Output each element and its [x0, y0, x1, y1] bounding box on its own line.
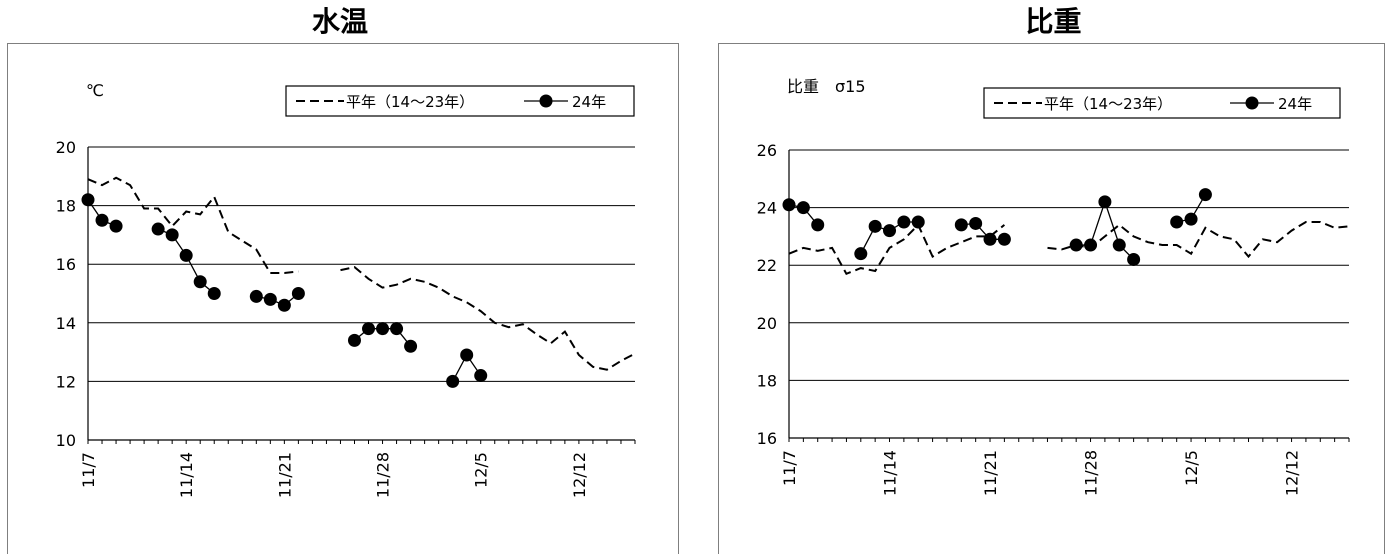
specific-gravity-chart: 16 18 20 22 24 26 11/7 11/14 11/21 11/28 12/5 12/12… [757, 77, 1350, 496]
x-tick-label: 12/5 [1182, 450, 1201, 486]
data-point [193, 275, 207, 289]
data-point [291, 287, 305, 300]
data-point [1069, 238, 1083, 252]
x-tick-label: 12/12 [1283, 450, 1302, 496]
data-point [446, 374, 460, 388]
x-tick-label: 12/5 [472, 452, 491, 488]
normal-year-line [788, 223, 1006, 276]
data-point [1112, 238, 1126, 252]
y-tick-label: 22 [757, 256, 777, 275]
data-point [1198, 188, 1212, 202]
x-tick-label: 11/14 [881, 450, 900, 496]
legend-marker [1245, 96, 1259, 110]
normal-year-line [340, 266, 636, 371]
y-tick-label: 10 [56, 431, 76, 450]
legend-box [983, 87, 1341, 119]
data-point [969, 216, 983, 230]
y-tick-label: 18 [56, 197, 76, 216]
data-point [362, 322, 376, 336]
data-point [376, 322, 390, 336]
water-temp-chart: 10 12 14 16 18 20 11/7 11/14 11/21 11/28 12/5 12/12… [56, 81, 636, 498]
y-tick-label: 12 [56, 372, 76, 391]
year-24-line [961, 222, 1005, 240]
data-point [983, 232, 997, 246]
data-point [109, 219, 123, 233]
legend-label-24: 24年 [572, 93, 606, 111]
y-tick-label: 20 [56, 138, 76, 157]
data-point [347, 333, 361, 347]
y-tick-label: 14 [56, 314, 76, 333]
legend-label-normal: 平年（14～23年） [1044, 95, 1172, 113]
data-point [1184, 212, 1198, 226]
data-point [263, 292, 277, 306]
chart-title-specific-gravity: 比重 [1025, 5, 1082, 38]
y-tick-label: 26 [757, 141, 777, 160]
data-point [782, 198, 796, 212]
chart-title-water-temp: 水温 [311, 5, 368, 38]
legend-label-24: 24年 [1278, 95, 1312, 113]
y-axis-unit-label: ℃ [86, 81, 104, 100]
data-point [81, 193, 95, 207]
data-point [1127, 252, 1141, 266]
legend-label-normal: 平年（14～23年） [346, 93, 474, 111]
data-point [474, 369, 488, 383]
y-tick-label: 24 [757, 199, 777, 218]
chart-panel-water-temp: 10 12 14 16 18 20 11/7 11/14 11/21 11/28 12/5 12/12… [7, 43, 679, 554]
data-point [1084, 238, 1098, 252]
y-axis-unit-label: 比重 σ15 [787, 77, 866, 96]
data-point [249, 289, 263, 303]
x-tick-label: 11/7 [780, 450, 799, 486]
data-point [95, 213, 109, 227]
data-point [997, 232, 1011, 246]
x-tick-label: 11/28 [1082, 450, 1101, 496]
y-tick-label: 16 [56, 255, 76, 274]
data-point [897, 215, 911, 229]
data-point [868, 219, 882, 233]
normal-year-line [1047, 221, 1350, 259]
x-tick-label: 11/28 [374, 452, 393, 498]
y-tick-label: 16 [757, 429, 777, 448]
legend-marker [539, 94, 553, 108]
data-point [854, 247, 868, 261]
data-point [460, 348, 474, 362]
data-point [883, 224, 897, 238]
data-point [1098, 195, 1112, 209]
y-tick-label: 20 [757, 314, 777, 333]
y-tick-label: 18 [757, 371, 777, 390]
data-point [911, 215, 925, 229]
data-point [1170, 215, 1184, 229]
data-point [811, 218, 825, 232]
x-tick-label: 12/12 [570, 452, 589, 498]
year-24-line [256, 293, 299, 306]
data-point [207, 287, 221, 300]
chart-panel-specific-gravity: 16 18 20 22 24 26 11/7 11/14 11/21 11/28 12/5 12/12… [718, 43, 1385, 554]
data-point [179, 248, 193, 262]
normal-year-line [87, 176, 299, 274]
x-tick-label: 11/7 [79, 452, 98, 488]
data-point [390, 322, 404, 336]
data-point [404, 339, 418, 353]
data-point [277, 298, 291, 312]
x-tick-label: 11/14 [177, 452, 196, 498]
data-point [954, 218, 968, 232]
data-point [165, 228, 179, 242]
x-tick-label: 11/21 [275, 452, 294, 498]
data-point [796, 201, 810, 215]
data-point [151, 222, 165, 236]
x-tick-label: 11/21 [981, 450, 1000, 496]
